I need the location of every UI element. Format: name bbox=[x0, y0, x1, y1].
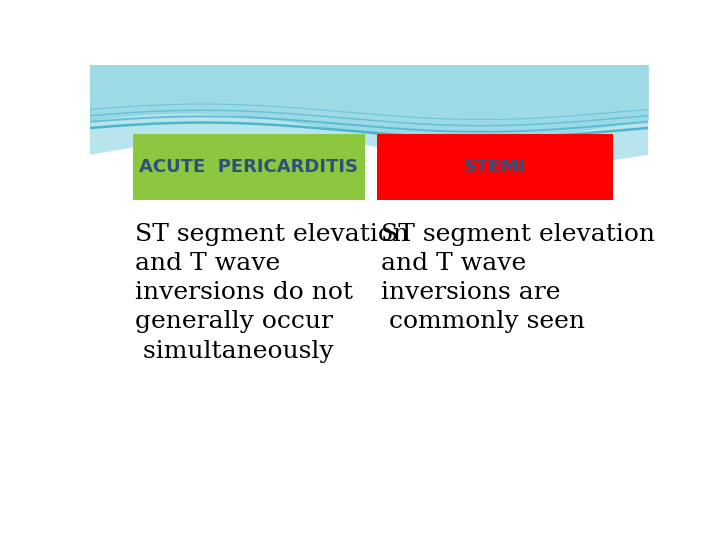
Text: STEMI: STEMI bbox=[464, 158, 526, 176]
Text: ST segment elevation: ST segment elevation bbox=[381, 222, 654, 246]
Text: generally occur: generally occur bbox=[135, 310, 333, 333]
Text: simultaneously: simultaneously bbox=[135, 340, 333, 363]
Text: inversions are: inversions are bbox=[381, 281, 560, 304]
Text: and T wave: and T wave bbox=[381, 252, 526, 275]
Text: commonly seen: commonly seen bbox=[381, 310, 585, 333]
Text: inversions do not: inversions do not bbox=[135, 281, 353, 304]
Text: and T wave: and T wave bbox=[135, 252, 280, 275]
Polygon shape bbox=[90, 65, 648, 481]
Bar bbox=[377, 134, 613, 200]
Polygon shape bbox=[90, 65, 648, 165]
Text: ACUTE  PERICARDITIS: ACUTE PERICARDITIS bbox=[140, 158, 359, 176]
Text: ST segment elevation: ST segment elevation bbox=[135, 222, 409, 246]
Bar bbox=[132, 134, 365, 200]
